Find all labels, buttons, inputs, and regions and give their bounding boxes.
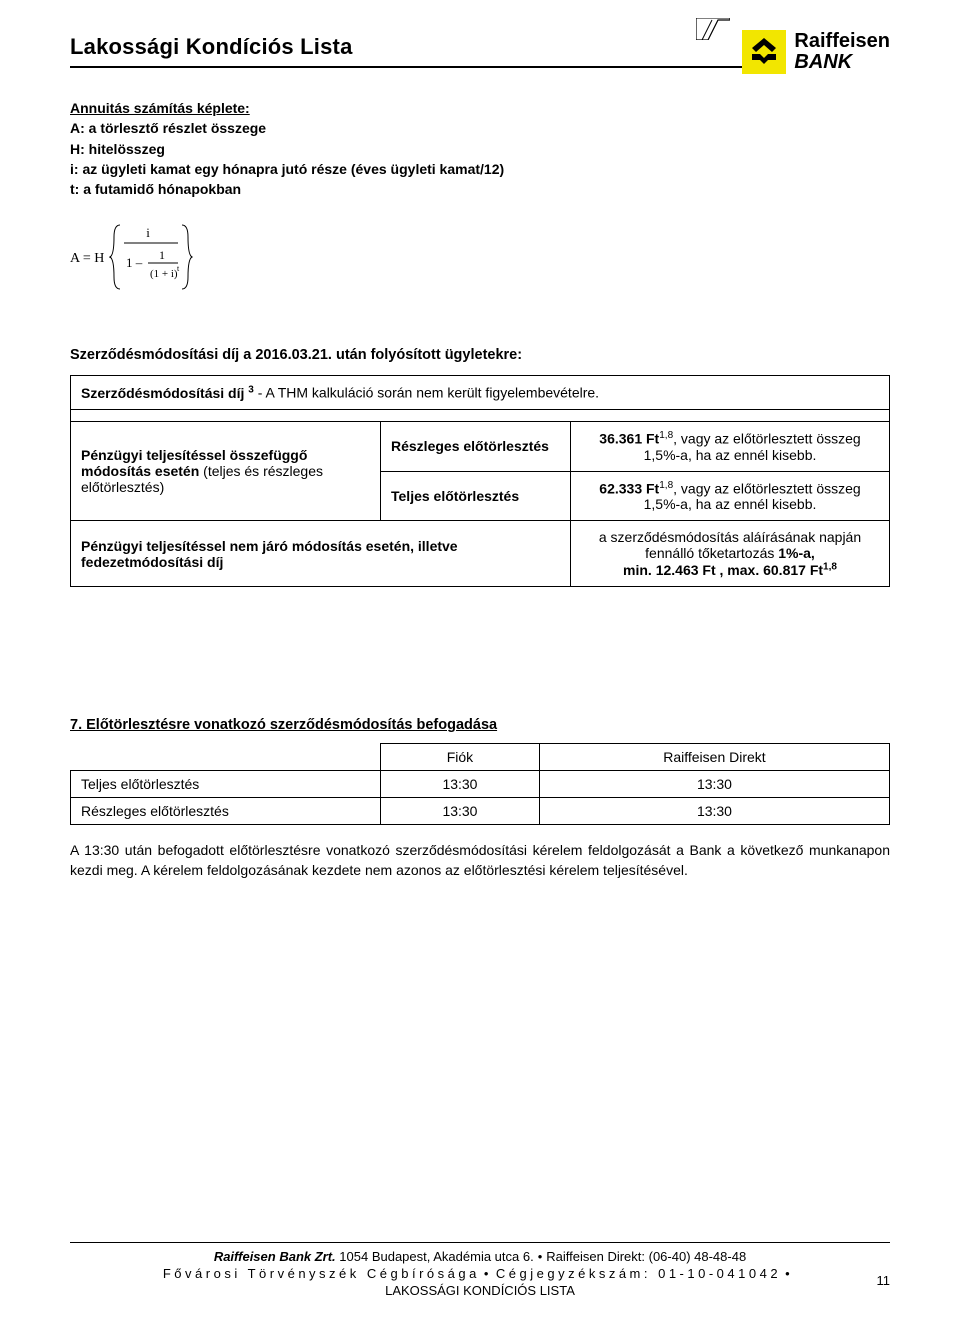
footer-company: Raiffeisen Bank Zrt. bbox=[214, 1249, 336, 1264]
dot-icon: • bbox=[534, 1249, 547, 1264]
row1-val-b: 62.333 Ft1,8, vagy az előtörlesztett öss… bbox=[571, 471, 890, 521]
modfee-thm-cell: Szerződésmódosítási díj 3 - A THM kalkul… bbox=[71, 376, 890, 410]
footer-direkt: Raiffeisen Direkt: (06-40) 48-48-48 bbox=[546, 1249, 746, 1264]
row1-val-b-amount: 62.333 Ft bbox=[599, 480, 659, 496]
table-row: Részleges előtörlesztés 13:30 13:30 bbox=[71, 798, 890, 825]
annuity-line-a: A: a törlesztő részlet összege bbox=[70, 118, 890, 138]
sec7-blank-header bbox=[71, 744, 381, 771]
row2-left: Pénzügyi teljesítéssel nem járó módosítá… bbox=[71, 521, 571, 587]
brand-name: Raiffeisen bbox=[794, 31, 890, 52]
sec7-r1-direkt: 13:30 bbox=[539, 798, 889, 825]
sec7-col-direkt: Raiffeisen Direkt bbox=[539, 744, 889, 771]
modfee-table: Szerződésmódosítási díj 3 - A THM kalkul… bbox=[70, 375, 890, 587]
row1-val-a-amount: 36.361 Ft bbox=[599, 431, 659, 447]
page-title: Lakossági Kondíciós Lista bbox=[70, 34, 742, 60]
footer-line3: LAKOSSÁGI KONDÍCIÓS LISTA bbox=[70, 1283, 890, 1298]
sec7-r1-fiok: 13:30 bbox=[381, 798, 540, 825]
dot-icon: • bbox=[781, 1266, 797, 1281]
brand-logo-icon bbox=[742, 30, 786, 74]
dot-icon: • bbox=[480, 1266, 496, 1281]
row2-val-a: a szerződésmódosítás aláírásának napján … bbox=[599, 529, 861, 561]
row1-val-b-rest: , vagy az előtörlesztett összeg 1,5%-a, … bbox=[644, 480, 861, 512]
row2-val-sup: 1,8 bbox=[823, 561, 837, 572]
sec7-col-fiok: Fiók bbox=[381, 744, 540, 771]
row2-val: a szerződésmódosítás aláírásának napján … bbox=[571, 521, 890, 587]
footer: Raiffeisen Bank Zrt. 1054 Budapest, Akad… bbox=[70, 1242, 890, 1298]
sec7-r0-label: Teljes előtörlesztés bbox=[71, 771, 381, 798]
footer-line2: Fővárosi Törvényszék Cégbírósága•Cégjegy… bbox=[70, 1266, 890, 1281]
footer-rule bbox=[70, 1242, 890, 1243]
spacer-cell bbox=[71, 410, 890, 422]
brand-sub: BANK bbox=[794, 52, 890, 73]
annuity-heading: Annuitás számítás képlete: bbox=[70, 98, 890, 118]
footer-line1: Raiffeisen Bank Zrt. 1054 Budapest, Akad… bbox=[70, 1249, 890, 1264]
modfee-subhead: Szerződésmódosítási díj a 2016.03.21. ut… bbox=[70, 347, 890, 363]
thm-label: Szerződésmódosítási díj bbox=[81, 385, 248, 401]
sec7-title: 7. Előtörlesztésre vonatkozó szerződésmó… bbox=[70, 717, 890, 733]
title-rule bbox=[70, 66, 742, 68]
row2-val-c: min. 12.463 Ft , max. 60.817 Ft bbox=[623, 562, 823, 578]
annuity-line-i: i: az ügyleti kamat egy hónapra jutó rés… bbox=[70, 159, 890, 179]
annuity-line-t: t: a futamidő hónapokban bbox=[70, 179, 890, 199]
row1-mid-b: Teljes előtörlesztés bbox=[381, 471, 571, 521]
row1-mid-a: Részleges előtörlesztés bbox=[381, 422, 571, 472]
svg-text:A = H ·: A = H · bbox=[70, 251, 113, 266]
svg-text:i: i bbox=[146, 225, 150, 240]
annuity-line-h: H: hitelösszeg bbox=[70, 139, 890, 159]
footer-line2b: Cégjegyzékszám: 01-10-041042 bbox=[496, 1266, 781, 1281]
modfee-row1-left: Pénzügyi teljesítéssel összefüggő módosí… bbox=[71, 422, 381, 521]
footer-line2a: Fővárosi Törvényszék Cégbírósága bbox=[163, 1266, 480, 1281]
table-row: Teljes előtörlesztés 13:30 13:30 bbox=[71, 771, 890, 798]
sec7-table: Fiók Raiffeisen Direkt Teljes előtörlesz… bbox=[70, 743, 890, 825]
row1-val-b-sup: 1,8 bbox=[659, 480, 673, 491]
annuity-formula: A = H · i 1 – 1 (1 + i) t bbox=[70, 217, 200, 297]
sec7-r0-fiok: 13:30 bbox=[381, 771, 540, 798]
sec7-paragraph: A 13:30 után befogadott előtörlesztésre … bbox=[70, 841, 890, 880]
row1-val-a: 36.361 Ft1,8, vagy az előtörlesztett öss… bbox=[571, 422, 890, 472]
page-number: 11 bbox=[877, 1273, 891, 1288]
sec7-r1-label: Részleges előtörlesztés bbox=[71, 798, 381, 825]
sec7-r0-direkt: 13:30 bbox=[539, 771, 889, 798]
header-notch-icon bbox=[696, 18, 730, 40]
svg-text:(1 + i): (1 + i) bbox=[150, 268, 178, 280]
footer-address: 1054 Budapest, Akadémia utca 6. bbox=[336, 1249, 534, 1264]
thm-rest: - A THM kalkuláció során nem került figy… bbox=[254, 385, 599, 401]
svg-text:1: 1 bbox=[159, 248, 165, 262]
annuity-block: Annuitás számítás képlete: A: a törleszt… bbox=[70, 98, 890, 199]
page-header: Lakossági Kondíciós Lista Raiffeisen bbox=[70, 28, 890, 74]
row1-val-a-sup: 1,8 bbox=[659, 430, 673, 441]
svg-text:1 –: 1 – bbox=[126, 255, 143, 270]
row1-val-a-rest: , vagy az előtörlesztett összeg 1,5%-a, … bbox=[644, 431, 861, 463]
brand: Raiffeisen BANK bbox=[742, 28, 890, 74]
svg-text:t: t bbox=[177, 264, 180, 273]
row2-val-b: 1%-a, bbox=[778, 545, 815, 561]
